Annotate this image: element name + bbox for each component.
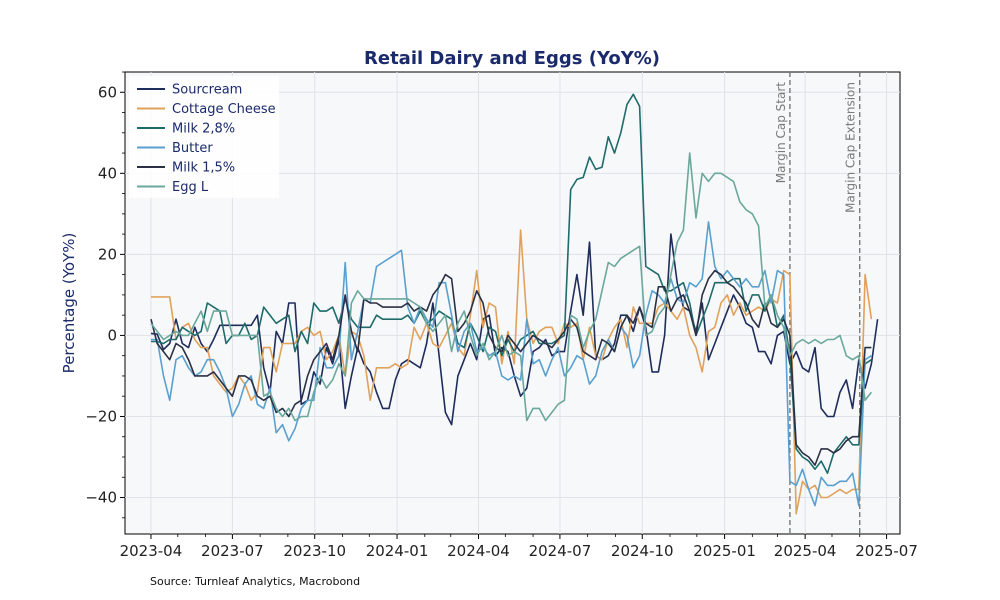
y-tick-label: −40 bbox=[85, 489, 117, 507]
grid-lines bbox=[125, 72, 900, 534]
annotation-label: Margin Cap Extension bbox=[844, 82, 858, 213]
legend-box bbox=[129, 76, 279, 198]
x-tick-label: 2024-10 bbox=[611, 542, 674, 560]
x-tick-label: 2024-04 bbox=[447, 542, 510, 560]
legend-label: Cottage Cheese bbox=[172, 102, 276, 117]
x-tick-label: 2025-04 bbox=[774, 542, 837, 560]
annotation-label: Margin Cap Start bbox=[774, 82, 788, 184]
y-tick-label: −20 bbox=[85, 407, 117, 425]
source-note: Source: Turnleaf Analytics, Macrobond bbox=[150, 575, 361, 588]
series-line-sourcream bbox=[150, 233, 879, 426]
y-tick-label: 40 bbox=[98, 164, 117, 182]
legend-label: Milk 1,5% bbox=[172, 161, 235, 176]
x-tick-label: 2023-10 bbox=[283, 542, 346, 560]
axes: −40 −20 0 20 40 60 2023-04 2023-07 2023-10 2024-0… bbox=[85, 71, 918, 560]
y-tick-label: 0 bbox=[107, 326, 117, 344]
legend-label: Sourcream bbox=[172, 83, 242, 98]
legend-label: Egg L bbox=[172, 180, 209, 195]
series-line-cottage-cheese bbox=[151, 229, 873, 515]
y-axis-label: Percentage (YoY%) bbox=[60, 233, 78, 374]
legend-label: Milk 2,8% bbox=[172, 122, 235, 137]
x-tick-label: 2024-07 bbox=[529, 542, 592, 560]
chart-title: Retail Dairy and Eggs (YoY%) bbox=[364, 48, 660, 69]
legend-label: Butter bbox=[172, 141, 213, 156]
x-tick-label: 2025-01 bbox=[693, 542, 756, 560]
x-tick-label: 2023-07 bbox=[201, 542, 264, 560]
legend: Sourcream Cottage Cheese Milk 2,8% Butter Mi… bbox=[129, 76, 279, 198]
x-tick-label: 2024-01 bbox=[366, 542, 429, 560]
series-line-milk-2-8- bbox=[151, 93, 872, 474]
x-tick-label: 2023-04 bbox=[120, 542, 183, 560]
x-tick-label: 2025-07 bbox=[855, 542, 918, 560]
series-line-egg-l bbox=[150, 152, 873, 422]
y-tick-label: 60 bbox=[98, 83, 117, 101]
y-tick-label: 20 bbox=[98, 245, 117, 263]
series-lines bbox=[150, 93, 879, 515]
series-line-milk-1-5- bbox=[150, 269, 872, 466]
